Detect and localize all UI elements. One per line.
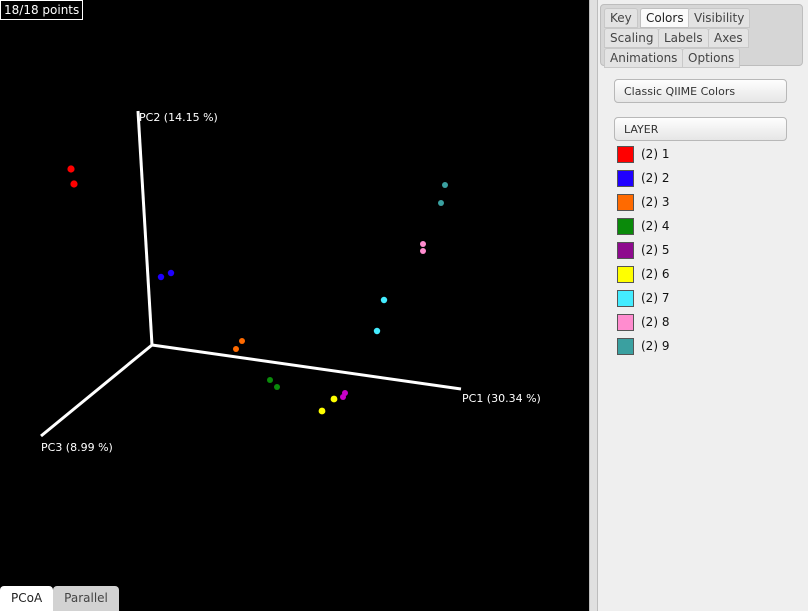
tab-visibility[interactable]: Visibility (688, 8, 751, 28)
legend-label: (2) 9 (641, 339, 670, 353)
legend-label: (2) 1 (641, 147, 670, 161)
tab-labels[interactable]: Labels (658, 28, 709, 48)
sample-point[interactable] (233, 346, 239, 352)
category-select[interactable]: LAYER (614, 117, 787, 141)
color-swatch[interactable] (617, 265, 634, 283)
legend-item: (2) 6 (617, 262, 669, 286)
color-swatch[interactable] (617, 169, 634, 187)
sample-point[interactable] (420, 241, 426, 247)
color-swatch[interactable] (617, 241, 634, 259)
panel-splitter[interactable] (589, 0, 598, 611)
legend-label: (2) 2 (641, 171, 670, 185)
sample-point[interactable] (380, 296, 388, 304)
pcoa-plot[interactable]: PC2 (14.15 %) PC1 (30.34 %) PC3 (8.99 %)… (0, 0, 596, 611)
points-counter: 18/18 points (0, 0, 84, 20)
pc2-axis (136, 110, 154, 346)
legend-item: (2) 9 (617, 334, 669, 358)
legend-item: (2) 1 (617, 142, 669, 166)
legend-label: (2) 7 (641, 291, 670, 305)
tab-key[interactable]: Key (604, 8, 638, 28)
menu-tabs: Key Colors Visibility Scaling Labels Axe… (600, 4, 803, 68)
tab-colors[interactable]: Colors (640, 8, 690, 28)
sample-point[interactable] (438, 200, 444, 206)
sample-point[interactable] (67, 165, 75, 173)
legend-item: (2) 2 (617, 166, 669, 190)
color-swatch[interactable] (617, 289, 634, 307)
legend-label: (2) 8 (641, 315, 670, 329)
color-swatch[interactable] (617, 145, 634, 163)
sample-point[interactable] (420, 248, 426, 254)
pc3-axis (40, 343, 153, 438)
color-swatch[interactable] (617, 337, 634, 355)
legend-item: (2) 5 (617, 238, 669, 262)
color-scheme-select[interactable]: Classic QIIME Colors (614, 79, 787, 103)
legend-label: (2) 3 (641, 195, 670, 209)
sample-point[interactable] (330, 395, 338, 403)
legend-label: (2) 5 (641, 243, 670, 257)
plot-canvas[interactable]: PC2 (14.15 %) PC1 (30.34 %) PC3 (8.99 %) (0, 0, 596, 611)
sample-point[interactable] (318, 407, 326, 415)
sample-point[interactable] (373, 327, 381, 335)
legend-item: (2) 4 (617, 214, 669, 238)
sample-point[interactable] (267, 377, 273, 383)
legend-item: (2) 7 (617, 286, 669, 310)
sample-point[interactable] (167, 269, 175, 277)
color-swatch[interactable] (617, 313, 634, 331)
control-panel: Key Colors Visibility Scaling Labels Axe… (598, 0, 808, 611)
color-swatch[interactable] (617, 217, 634, 235)
legend-label: (2) 6 (641, 267, 670, 281)
tab-scaling[interactable]: Scaling (604, 28, 660, 48)
tab-animations[interactable]: Animations (604, 48, 684, 68)
view-tabs: PCoA Parallel (0, 586, 119, 611)
legend-item: (2) 8 (617, 310, 669, 334)
pc2-label: PC2 (14.15 %) (139, 111, 218, 124)
sample-point[interactable] (239, 338, 245, 344)
pc1-axis (151, 343, 462, 391)
sample-point[interactable] (442, 182, 448, 188)
sample-point[interactable] (340, 394, 346, 400)
tab-pcoa[interactable]: PCoA (0, 586, 54, 611)
tab-parallel[interactable]: Parallel (53, 586, 119, 611)
legend-item: (2) 3 (617, 190, 669, 214)
color-swatch[interactable] (617, 193, 634, 211)
sample-point[interactable] (70, 180, 78, 188)
pc1-label: PC1 (30.34 %) (462, 392, 541, 405)
legend-label: (2) 4 (641, 219, 670, 233)
sample-point[interactable] (274, 384, 280, 390)
tab-axes[interactable]: Axes (708, 28, 749, 48)
pc3-label: PC3 (8.99 %) (41, 441, 113, 454)
tab-options[interactable]: Options (682, 48, 741, 68)
sample-points[interactable] (67, 165, 448, 415)
sample-point[interactable] (157, 273, 165, 281)
